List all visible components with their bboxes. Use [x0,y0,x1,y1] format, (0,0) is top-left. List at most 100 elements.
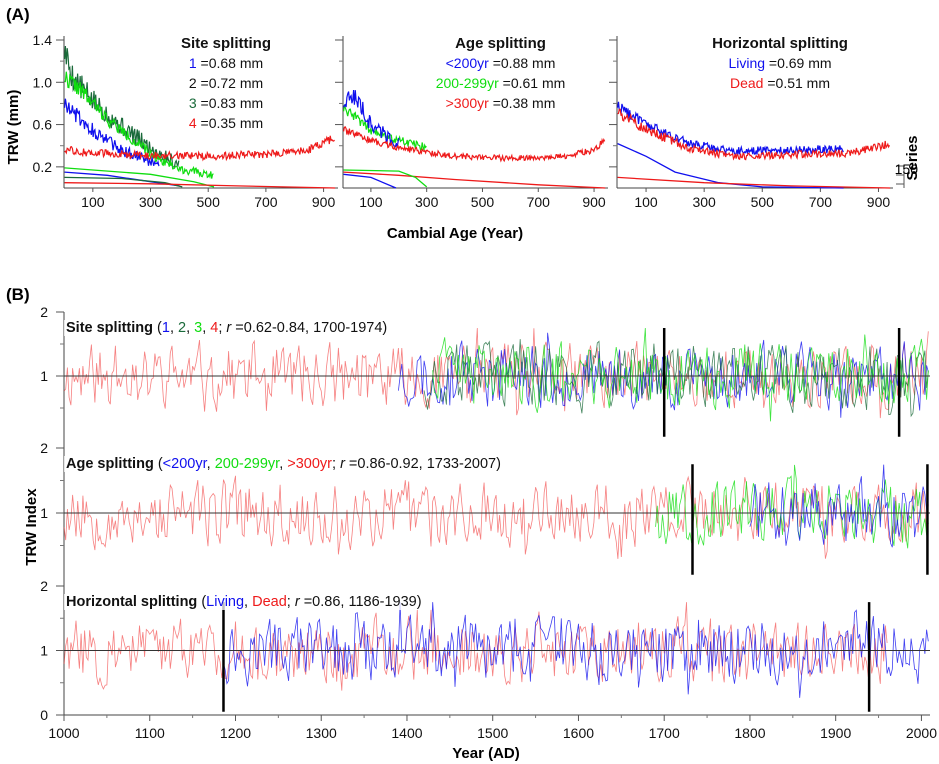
b-annotation-segment: =0.86, 1186-1939) [300,594,422,610]
b-annotation-segment: ( [153,320,162,336]
a-xtick-label: 300 [415,194,439,210]
a-legend-entry: Living =0.69 mm [728,55,831,71]
b-row-annotation: Horizontal splitting (Living, Dead; r =0… [66,594,422,610]
b-xtick-label: 1200 [220,725,251,741]
b-annotation-segment: r [226,320,232,336]
b-annotation-segment: Age splitting [66,456,154,472]
a-xtick-label: 500 [751,194,775,210]
a-legend-value: =0.69 mm [765,55,832,71]
a-xtick-label: 500 [471,194,495,210]
b-annotation-segment: r [340,456,346,472]
a-xtick-label: 900 [867,194,891,210]
a-xtick-label: 900 [312,194,336,210]
a-legend-key: 3 [189,95,197,111]
b-annotation-segment: , [244,594,252,610]
b-annotation-segment: ; [218,320,226,336]
a-legend-key: Living [728,55,765,71]
a-legend-entry: 4 =0.35 mm [189,115,263,131]
b-ytick-label: 2 [40,440,48,456]
b-annotation-segment: , [170,320,178,336]
panel-b-ylabel: TRW Index [23,488,40,566]
b-row-annotation: Site splitting (1, 2, 3, 4; r =0.62-0.84… [66,320,387,336]
a-sample-depth-line [343,171,606,189]
b-ytick-label: 2 [40,578,48,594]
b-ytick-label: 1 [40,505,48,521]
a-legend-entry: 3 =0.83 mm [189,95,263,111]
a-legend-value: =0.61 mm [499,75,566,91]
b-xtick-label: 1500 [477,725,508,741]
b-annotation-segment: >300yr [287,456,332,472]
a-ytick-label: 0.2 [33,159,53,175]
a-sample-depth-line [64,167,215,188]
panel-a-xlabel: Cambial Age (Year) [387,225,523,242]
b-xtick-label: 1000 [48,725,79,741]
b-row-annotation: Age splitting (<200yr, 200-299yr, >300yr… [66,456,501,472]
b-annotation-backing [64,320,390,336]
b-xtick-label: 1100 [135,725,165,741]
a-ytick-label: 1.0 [33,74,53,90]
a-series-line [64,135,335,162]
b-series-line [655,464,929,549]
a-ytick-label: 1.4 [33,32,53,48]
b-xtick-label: 1900 [820,725,851,741]
b-annotation-segment: Living [206,594,244,610]
b-xtick-label: 1700 [649,725,680,741]
b-xtick-label: 2000 [906,725,937,741]
a-legend-value: =0.68 mm [197,55,264,71]
b-series-line [423,339,929,418]
b-annotation-segment: 3 [194,320,202,336]
b-annotation-backing [64,594,424,610]
b-annotation-segment: Site splitting [66,320,153,336]
a-series-line [617,108,891,161]
b-xtick-label: 1300 [306,725,337,741]
a-sample-depth-line [617,143,844,189]
a-sample-depth-line [617,176,891,189]
a-subplot-title: Site splitting [181,35,271,52]
b-annotation-segment: r [295,594,301,610]
a-xtick-label: 100 [359,194,383,210]
b-annotation-segment: ( [197,594,206,610]
a-legend-entry: 2 =0.72 mm [189,75,263,91]
a-xtick-label: 700 [527,194,551,210]
panel-a-ylabel: TRW (mm) [5,90,22,165]
a-ytick-label: 0.6 [33,117,53,133]
b-annotation-segment: ; [332,456,340,472]
a-legend-value: =0.38 mm [489,95,556,111]
panel-b-chart: 1000 1100 1200 1300 1400 1500 1600 1700 1800 1900… [40,304,937,741]
a-legend-entry: <200yr =0.88 mm [446,55,556,71]
b-series-line [63,475,929,559]
b-ytick-label: 1 [40,368,48,384]
a-legend-key: 200-299yr [436,75,499,91]
a-legend-value: =0.83 mm [197,95,264,111]
panel-b-label: (B) [6,285,30,304]
panel-a-label: (A) [6,5,30,24]
a-xtick-label: 900 [582,194,606,210]
a-legend-key: 4 [189,115,197,131]
b-annotation-segment: Horizontal splitting [66,594,197,610]
b-series-line [749,464,929,548]
b-series-line [63,602,888,691]
b-annotation-segment: 1 [162,320,170,336]
a-subplot-title: Horizontal splitting [712,35,848,52]
a-legend-value: =0.35 mm [197,115,264,131]
a-legend-key: 2 [189,75,197,91]
a-xtick-label: 700 [809,194,833,210]
a-xtick-label: 300 [139,194,163,210]
a-legend-key: <200yr [446,55,490,71]
b-annotation-segment: , [279,456,287,472]
a-legend-entry: Dead =0.51 mm [730,75,830,91]
a-sample-depth-line [64,182,336,189]
a-legend-key: >300yr [446,95,490,111]
a-xtick-label: 500 [197,194,221,210]
b-ytick-label: 2 [40,304,48,320]
a-legend-value: =0.72 mm [197,75,264,91]
a-xtick-label: 300 [692,194,716,210]
b-annotation-segment: 200-299yr [215,456,280,472]
a-subplot-title: Age splitting [455,35,546,52]
a-series-line [64,45,180,168]
b-annotation-segment: =0.62-0.84, 1700-1974) [231,320,387,336]
a-series-line [64,71,214,180]
a-legend-value: =0.51 mm [763,75,830,91]
b-annotation-segment: <200yr [163,456,208,472]
